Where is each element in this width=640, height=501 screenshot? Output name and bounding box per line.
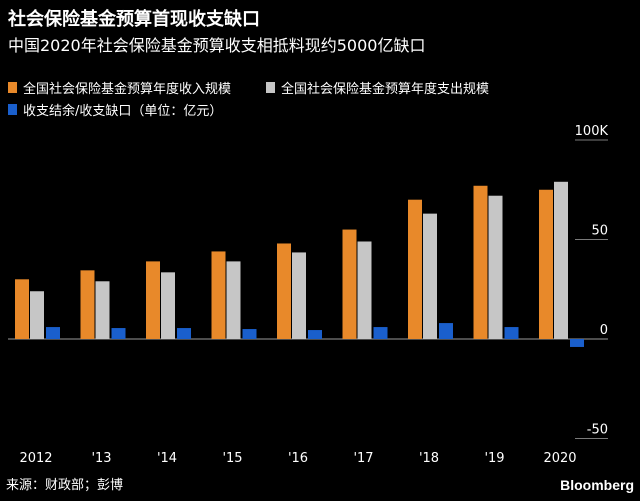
- x-tick-label: 2020: [543, 451, 576, 466]
- y-tick-label: 0: [600, 323, 608, 338]
- y-tick-label: -50: [587, 423, 608, 438]
- bar-expenditure: [30, 291, 44, 339]
- bar-revenue: [15, 279, 29, 339]
- chart-title: 社会保险基金预算首现收支缺口: [8, 9, 260, 30]
- bar-expenditure: [488, 195, 503, 339]
- bar-expenditure: [95, 281, 110, 339]
- bar-chart: 100K 50 0 -50 2012 '13 '14 '15 '16 '17 '18 '19 2020: [8, 124, 608, 466]
- x-tick-label: '14: [157, 451, 177, 466]
- legend-swatch-balance: [8, 104, 17, 115]
- bar-revenue: [342, 229, 357, 339]
- x-tick-label: '16: [288, 451, 308, 466]
- legend-item-revenue: 全国社会保险基金预算年度收入规模: [8, 78, 231, 97]
- bar-expenditure: [161, 272, 175, 339]
- bar-balance: [570, 339, 584, 347]
- legend-swatch-revenue: [8, 82, 17, 93]
- y-tick-label: 50: [591, 224, 608, 239]
- x-tick-label: '18: [419, 451, 439, 466]
- bar-balance: [111, 328, 126, 339]
- tick-labels: 100K 50 0 -50 2012 '13 '14 '15 '16 '17 '18 '19 2020: [19, 124, 608, 466]
- source-note: 来源：财政部；彭博: [6, 478, 124, 493]
- bar-expenditure: [423, 213, 437, 339]
- bar-revenue: [211, 251, 226, 339]
- x-tick-label: 2012: [19, 451, 52, 466]
- bar-revenue: [408, 199, 422, 339]
- bars: [15, 181, 584, 347]
- legend-label-expenditure: 全国社会保险基金预算年度支出规模: [281, 82, 490, 97]
- legend-label-balance: 收支结余/收支缺口（单位：亿元）: [23, 104, 223, 119]
- bar-expenditure: [357, 241, 372, 339]
- bar-balance: [46, 327, 60, 339]
- bar-expenditure: [226, 261, 241, 339]
- legend-swatch-expenditure: [266, 82, 275, 93]
- bar-balance: [242, 329, 257, 339]
- bar-revenue: [539, 189, 553, 339]
- bar-balance: [439, 323, 453, 339]
- bar-balance: [373, 327, 388, 339]
- bar-revenue: [146, 261, 160, 339]
- x-tick-label: '17: [353, 451, 373, 466]
- chart-subtitle: 中国2020年社会保险基金预算收支相抵料现约5000亿缺口: [8, 36, 426, 55]
- bar-expenditure: [292, 252, 306, 339]
- x-tick-label: '15: [222, 451, 242, 466]
- bar-revenue: [277, 243, 291, 339]
- legend-label-revenue: 全国社会保险基金预算年度收入规模: [23, 82, 232, 97]
- bar-revenue: [473, 185, 488, 339]
- x-tick-label: '13: [91, 451, 111, 466]
- legend-item-balance: 收支结余/收支缺口（单位：亿元）: [8, 100, 222, 119]
- bar-balance: [504, 327, 519, 339]
- y-tick-label: 100K: [575, 124, 609, 139]
- x-tick-label: '19: [484, 451, 504, 466]
- bar-balance: [177, 328, 191, 339]
- brand-logo: Bloomberg: [560, 477, 634, 493]
- bar-balance: [308, 330, 322, 339]
- bar-revenue: [80, 270, 95, 339]
- bar-expenditure: [554, 181, 568, 339]
- legend-item-expenditure: 全国社会保险基金预算年度支出规模: [266, 78, 489, 97]
